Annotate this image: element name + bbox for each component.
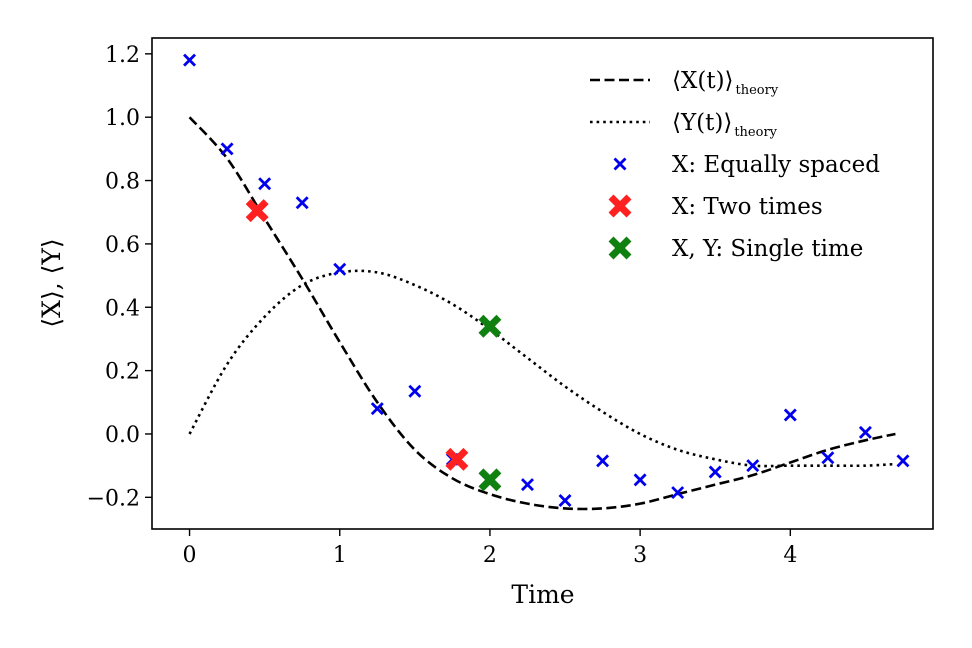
- scatter-point-x-equally-spaced: [370, 402, 384, 416]
- legend-item: X, Y: Single time: [608, 236, 863, 262]
- x-tick-label: 1: [333, 543, 347, 568]
- scatter-point-x-equally-spaced: [183, 53, 197, 67]
- scatter-point-x-two-times: [445, 447, 469, 471]
- y-axis-title: ⟨X⟩, ⟨Y⟩: [37, 238, 66, 327]
- plot-content: [183, 53, 910, 511]
- series-line-x-theory: [188, 116, 896, 511]
- legend-marker-swatch: [608, 236, 632, 260]
- scatter-point-x-equally-spaced: [408, 384, 422, 398]
- scatter-point-x-y-single-time: [478, 468, 502, 492]
- scatter-point-x-equally-spaced: [858, 425, 872, 439]
- y-tick-label: 0.8: [105, 170, 140, 195]
- scatter-point-x-equally-spaced: [220, 142, 234, 156]
- x-axis: 0 1 2 3 4: [183, 529, 797, 568]
- y-axis: −0.2 0.0 0.2 0.4 0.6 0.8 1.0 1.2: [87, 43, 152, 511]
- scatter-point-x-equally-spaced: [558, 494, 572, 507]
- x-tick-label: 4: [783, 543, 797, 568]
- scatter-point-x-equally-spaced: [633, 473, 647, 487]
- scatter-point-x-y-single-time: [478, 314, 502, 338]
- y-tick-label: −0.2: [87, 486, 140, 511]
- scatter-point-x-equally-spaced: [596, 454, 610, 468]
- scatter-point-x-equally-spaced: [746, 459, 760, 473]
- legend-marker-swatch: [613, 157, 627, 171]
- legend-label: X, Y: Single time: [672, 236, 863, 262]
- scatter-point-x-equally-spaced: [896, 454, 910, 468]
- legend-marker-swatch: [608, 194, 632, 218]
- scatter-point-x-equally-spaced: [821, 451, 835, 465]
- y-tick-label: 1.2: [105, 43, 140, 68]
- y-tick-label: 0.0: [105, 423, 140, 448]
- scatter-point-x-equally-spaced: [333, 262, 347, 276]
- x-axis-title: Time: [511, 580, 574, 609]
- x-tick-label: 3: [633, 543, 647, 568]
- scatter-point-x-equally-spaced: [708, 465, 722, 479]
- scatter-point-x-equally-spaced: [258, 177, 272, 191]
- legend-label: ⟨Y(t)⟩ theory: [672, 110, 778, 140]
- scatter-point-x-equally-spaced: [783, 408, 797, 422]
- y-tick-label: 0.4: [105, 296, 140, 321]
- legend: ⟨X(t)⟩ theory ⟨Y(t)⟩ theory X: Equally space…: [590, 68, 880, 262]
- scatter-point-x-equally-spaced: [295, 196, 309, 210]
- series-line-y-theory: [188, 269, 896, 468]
- legend-item: X: Two times: [608, 194, 823, 220]
- legend-label: ⟨X(t)⟩ theory: [672, 68, 779, 98]
- plot-frame: [151, 37, 934, 530]
- legend-label: X: Equally spaced: [672, 152, 880, 178]
- legend-label: X: Two times: [672, 194, 823, 220]
- y-tick-label: 1.0: [105, 106, 140, 131]
- legend-item: X: Equally spaced: [613, 152, 880, 178]
- scatter-point-x-equally-spaced: [520, 478, 534, 492]
- x-tick-label: 2: [483, 543, 497, 568]
- legend-item: ⟨Y(t)⟩ theory: [590, 110, 778, 140]
- y-tick-label: 0.2: [105, 360, 140, 385]
- scatter-point-x-two-times: [245, 199, 269, 223]
- x-tick-label: 0: [183, 543, 197, 568]
- legend-item: ⟨X(t)⟩ theory: [590, 68, 779, 98]
- scatter-point-x-equally-spaced: [671, 486, 685, 500]
- y-tick-label: 0.6: [105, 233, 140, 258]
